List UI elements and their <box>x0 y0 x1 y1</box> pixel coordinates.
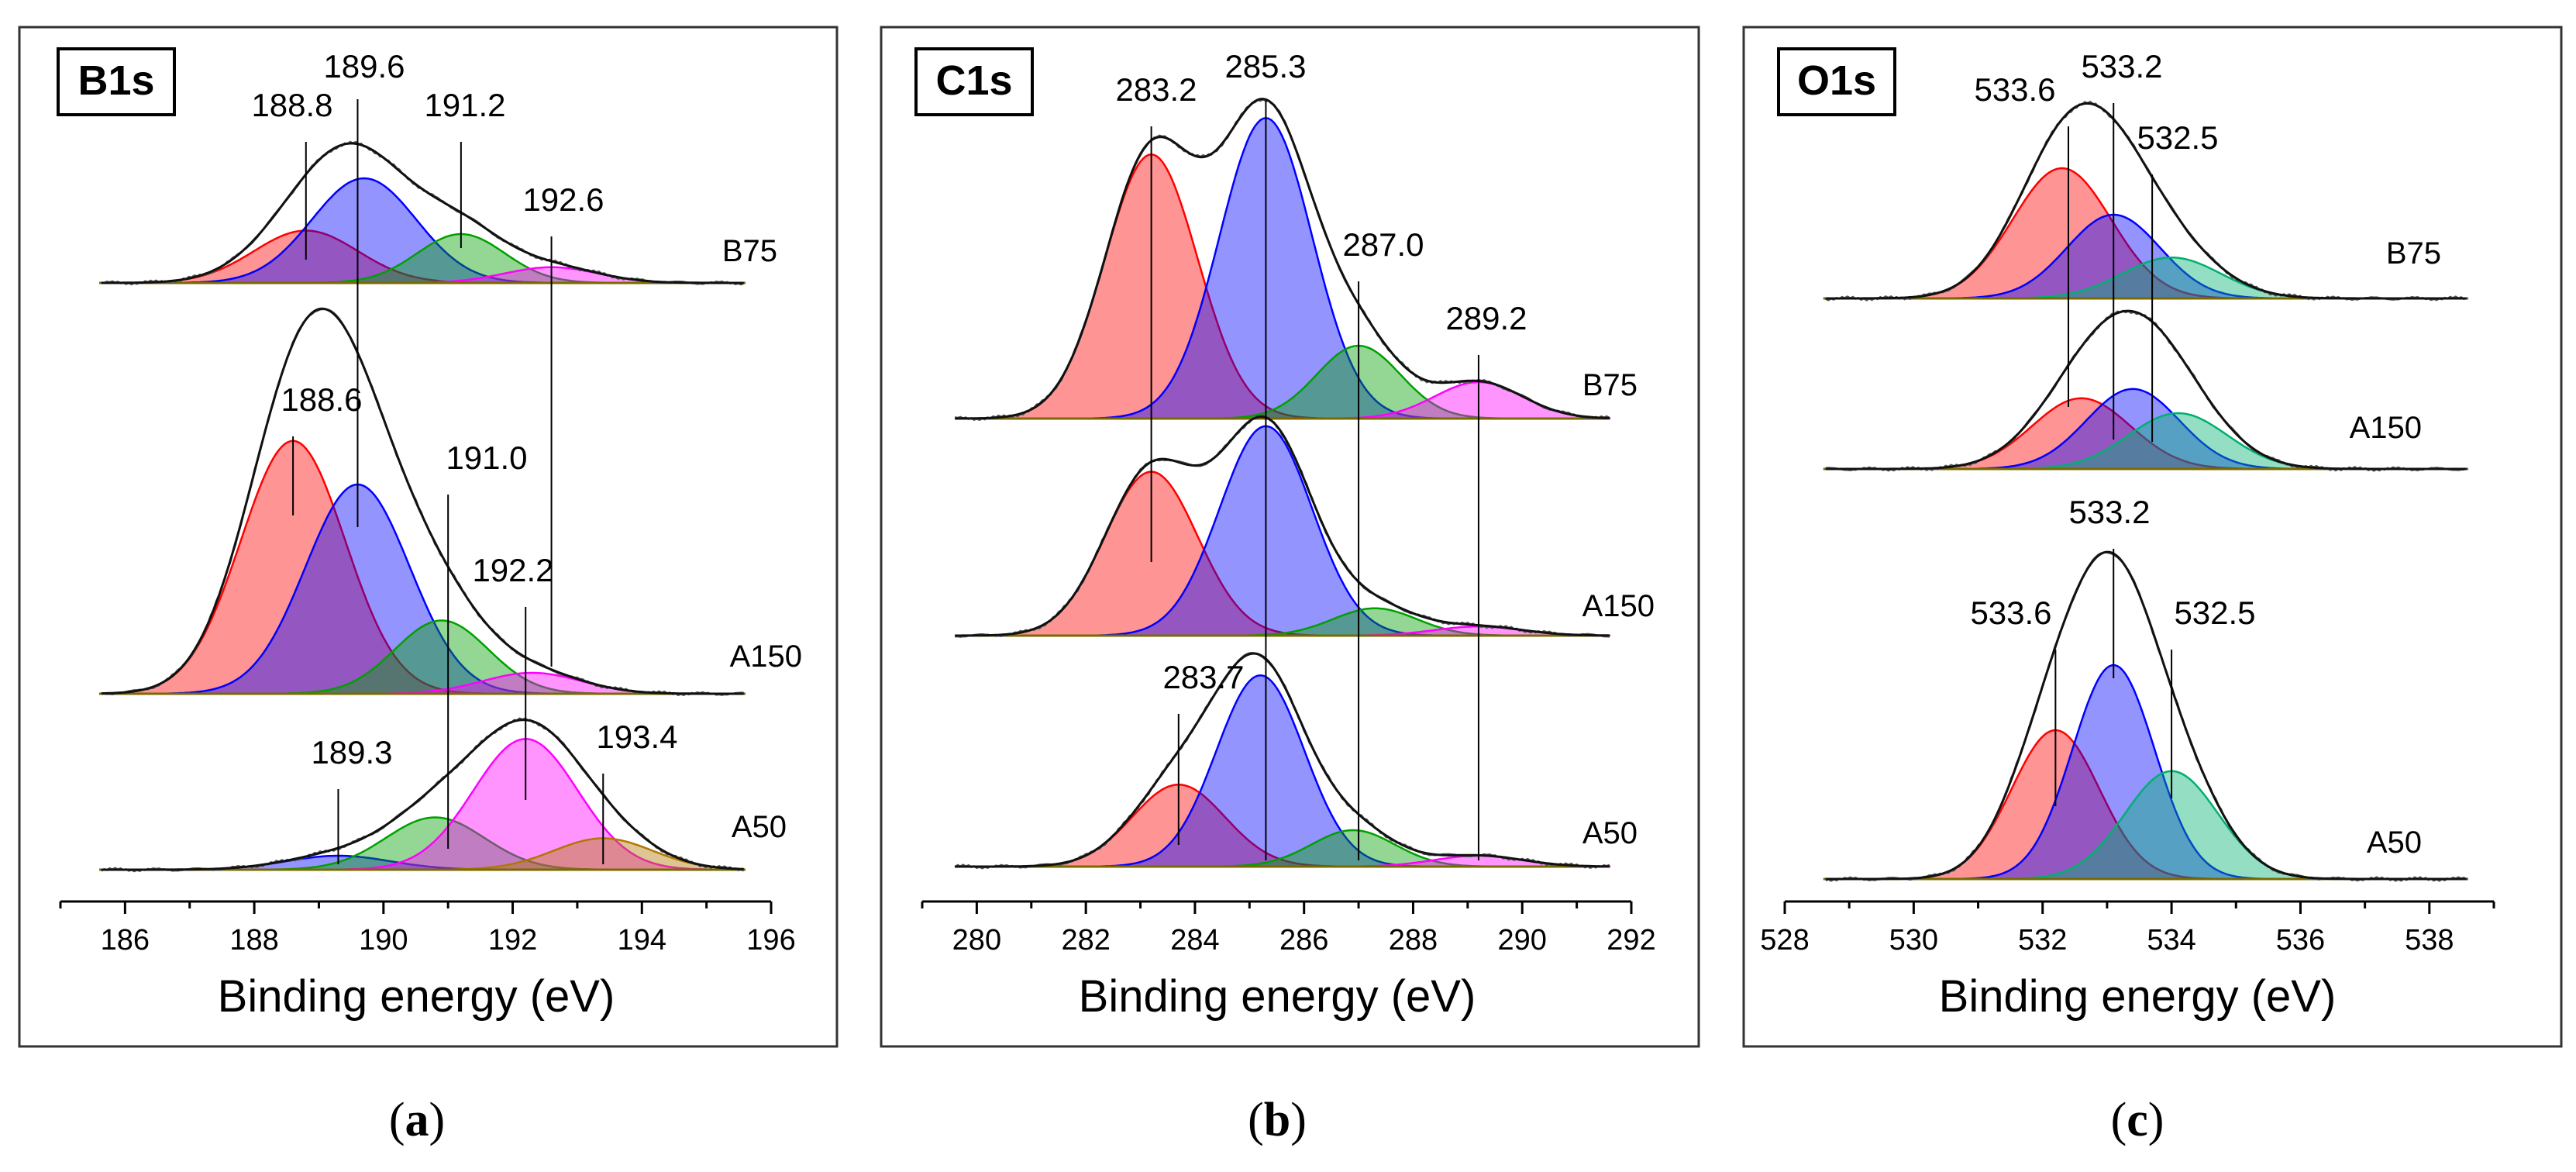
tick-label: 530 <box>1889 924 1938 957</box>
envelope-fit <box>101 719 744 871</box>
x-axis: 186 188 190 192 194 196 <box>59 900 796 957</box>
peak-label: 285.3 <box>1224 48 1306 84</box>
peak-label: 283.7 <box>1162 659 1244 695</box>
panel-label-box <box>1777 47 1896 116</box>
envelope-fit <box>1825 550 2467 881</box>
series-B75 <box>954 98 1611 422</box>
peak-label: 191.0 <box>446 440 527 476</box>
series-A150 <box>1823 309 2468 472</box>
x-axis: 280 282 284 286 288 290 292 <box>921 900 1656 957</box>
panel-label-box <box>57 47 176 116</box>
caption-letter: b <box>1264 1094 1290 1146</box>
tick-label: 528 <box>1760 924 1809 957</box>
envelope-fit <box>1825 102 2467 300</box>
peak-label: 192.2 <box>472 552 553 588</box>
tick-label: 288 <box>1389 924 1438 957</box>
envelope-fit <box>955 652 1610 868</box>
series-A50 <box>99 717 746 873</box>
peak-label: 533.2 <box>2068 494 2150 530</box>
series-B75 <box>99 140 746 286</box>
tick-label: 192 <box>488 924 537 957</box>
panel-o1s: O1s B75 A150 A50 533.6 533.2 532.5 533.6 533.2 5… <box>1742 26 2563 1146</box>
tick-label: 190 <box>359 924 408 957</box>
panel-label: B1s <box>77 57 154 104</box>
caption: (c) <box>2111 1094 2164 1146</box>
x-axis: 528 530 532 534 536 538 <box>1760 900 2495 957</box>
peak-label: 532.5 <box>2137 119 2218 156</box>
x-axis-label: Binding energy (eV) <box>218 971 615 1022</box>
sample-label: A150 <box>1582 589 1655 623</box>
peak-label: 188.6 <box>281 381 362 418</box>
envelope-fit <box>101 142 744 284</box>
sample-label: B75 <box>722 234 777 268</box>
plot-area: B75 A150 A50 533.6 533.2 532.5 533.6 533.2 532.5… <box>1760 48 2495 957</box>
sample-label: A50 <box>1582 816 1638 850</box>
envelope-fit <box>955 98 1610 420</box>
caption-letter: c <box>2127 1094 2148 1146</box>
x-axis-label: Binding energy (eV) <box>1079 971 1476 1022</box>
series-A50 <box>1823 550 2468 882</box>
peak-label: 533.2 <box>2081 48 2162 84</box>
tick-label: 280 <box>952 924 1001 957</box>
sample-label: A50 <box>732 810 787 844</box>
sample-label: B75 <box>2386 236 2441 271</box>
caption: (a) <box>389 1094 445 1146</box>
caption: (b) <box>1248 1094 1307 1146</box>
series-A150 <box>955 414 1611 638</box>
tick-label: 286 <box>1279 924 1328 957</box>
tick-label: 282 <box>1061 924 1110 957</box>
peak-label: 192.6 <box>522 181 604 218</box>
x-axis-label: Binding energy (eV) <box>1939 971 2337 1022</box>
peak-label: 189.6 <box>323 48 405 84</box>
tick-label: 188 <box>229 924 278 957</box>
panel-frame <box>18 26 839 1048</box>
peak-label: 283.2 <box>1115 71 1197 108</box>
tick-label: 532 <box>2018 924 2067 957</box>
tick-label: 284 <box>1170 924 1219 957</box>
peak-label: 191.2 <box>424 87 505 123</box>
sample-label: B75 <box>1582 368 1638 402</box>
tick-label: 292 <box>1607 924 1655 957</box>
peak-label: 289.2 <box>1445 300 1527 336</box>
panel-label: C1s <box>935 57 1012 104</box>
peak-label: 532.5 <box>2174 595 2255 631</box>
tick-label: 194 <box>618 924 666 957</box>
tick-label: 536 <box>2276 924 2325 957</box>
envelope-fit <box>1825 309 2467 471</box>
panel-label-box <box>914 47 1034 116</box>
series-A50 <box>954 652 1611 870</box>
series-B75 <box>1823 100 2468 302</box>
peak-label: 193.4 <box>596 719 677 755</box>
series-A150 <box>98 307 746 697</box>
caption-letter: a <box>405 1094 429 1146</box>
peak-label: 287.0 <box>1342 226 1424 263</box>
panel-frame <box>880 26 1700 1048</box>
envelope-fit <box>101 307 744 695</box>
envelope-fit <box>955 415 1610 637</box>
panel-label: O1s <box>1797 57 1876 104</box>
sample-label: A50 <box>2367 826 2422 860</box>
tick-label: 186 <box>101 924 150 957</box>
peak-label: 533.6 <box>1974 71 2055 108</box>
tick-label: 290 <box>1498 924 1547 957</box>
peak-label: 533.6 <box>1970 595 2051 631</box>
tick-label: 534 <box>2147 924 2195 957</box>
sample-label: A150 <box>730 639 802 674</box>
sample-label: A150 <box>2350 411 2422 445</box>
peak-label: 189.3 <box>311 734 392 770</box>
tick-label: 196 <box>746 924 795 957</box>
panel-c1s: C1s B75 A150 A50 283.2 285.3 287.0 289.2 283.7 2… <box>880 26 1700 1146</box>
tick-label: 538 <box>2405 924 2454 957</box>
peak-label: 188.8 <box>251 87 332 123</box>
